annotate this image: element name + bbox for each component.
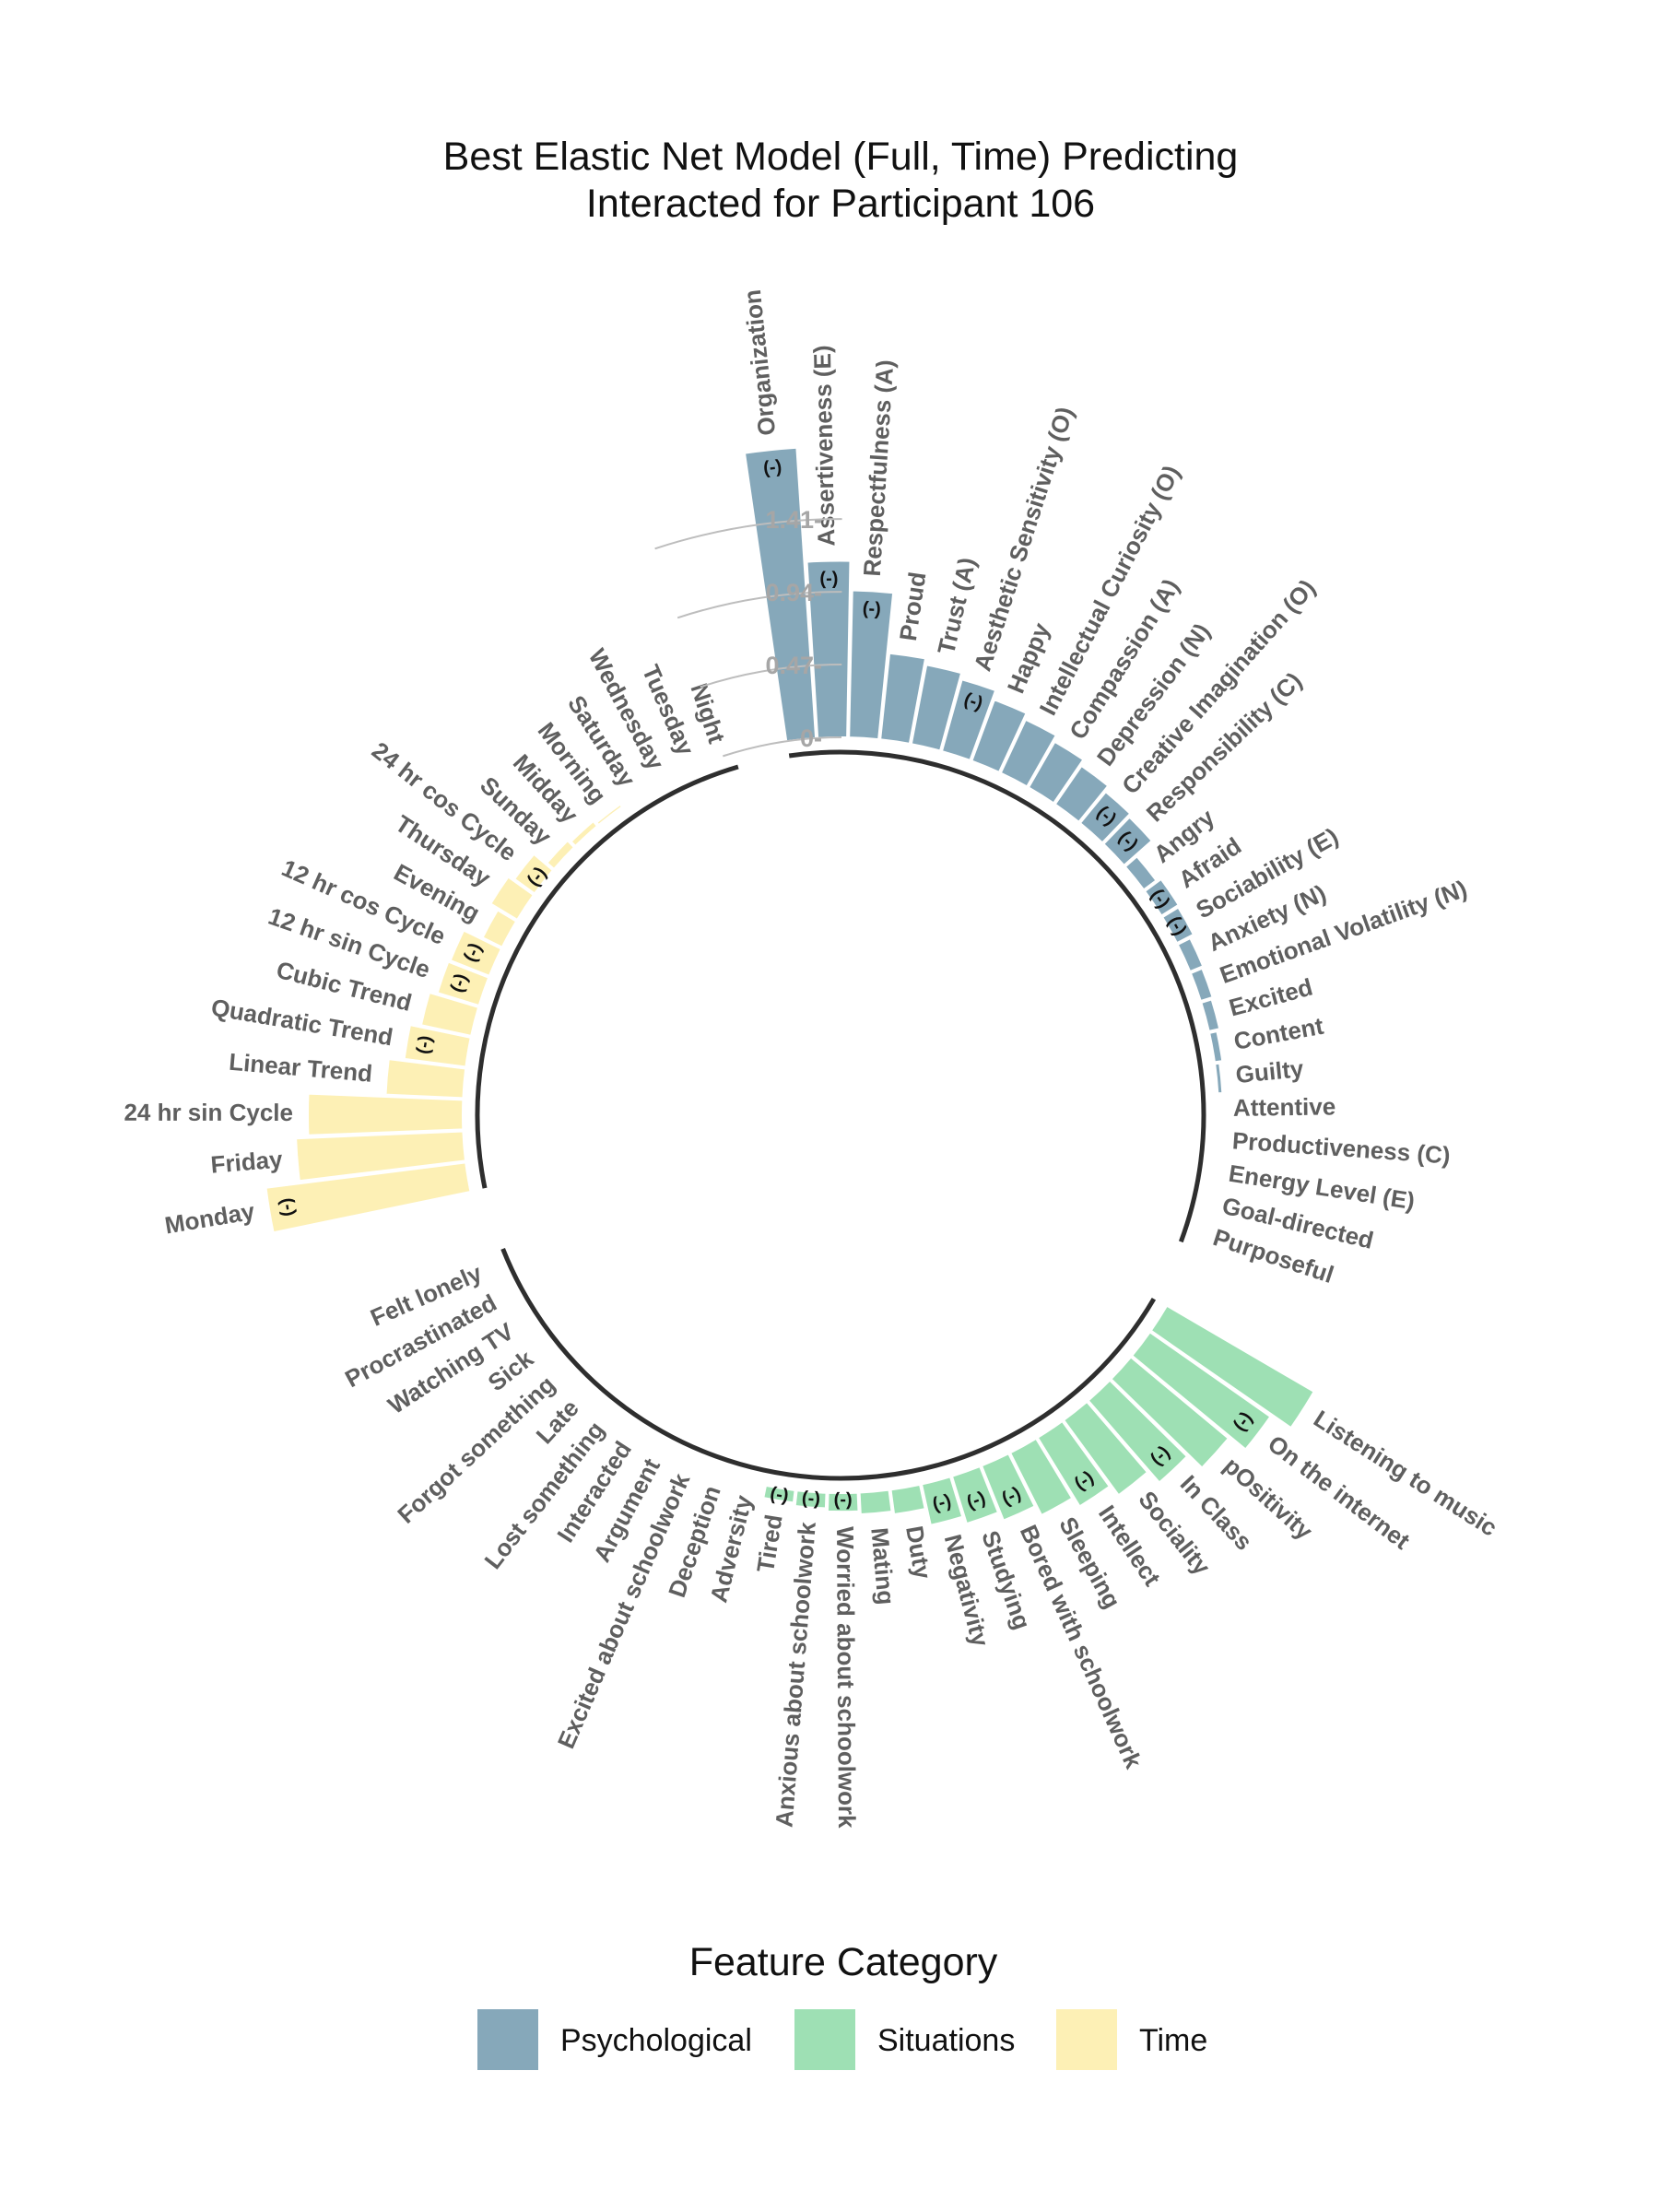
bar-psychological-10	[1078, 790, 1132, 844]
bar-situations-0	[1149, 1304, 1316, 1430]
gridline-arc-0	[723, 736, 842, 758]
legend-label-time: Time	[1139, 2023, 1207, 2058]
negative-marker: (-)	[769, 1484, 790, 1507]
bar-time-10	[512, 853, 555, 895]
gridline-arc-3	[654, 518, 842, 550]
title-line-2: Interacted for Participant 106	[586, 182, 1095, 226]
bar-psychological-6	[971, 699, 1028, 774]
bar-psychological-12	[1124, 854, 1158, 891]
legend-swatch-psychological	[477, 2009, 538, 2070]
radial-axis: 0- 0.47- 0.94- 1.41-	[654, 506, 842, 758]
bar-situations-7	[980, 1452, 1037, 1522]
chart-title: Best Elastic Net Model (Full, Time) Pred…	[443, 135, 1239, 226]
bar-situations-1	[1130, 1331, 1272, 1451]
bar-psychological-18	[1207, 1030, 1224, 1064]
bar-time-4	[403, 1023, 472, 1068]
bar-time-8	[481, 909, 518, 949]
radial-tick-1: 0.47-	[765, 652, 822, 679]
feature-label-mating: Mating	[865, 1526, 900, 1606]
feature-label-respectfulness-a: Respectfulness (A)	[858, 359, 899, 577]
feature-label-tired: Tired	[751, 1512, 788, 1574]
legend-label-psychological: Psychological	[560, 2023, 752, 2058]
bar-psychological-11	[1102, 816, 1154, 867]
bar-situations-8	[950, 1465, 1000, 1525]
feature-label-duty: Duty	[900, 1524, 937, 1582]
negative-marker: (-)	[862, 598, 881, 619]
feature-label-proud: Proud	[894, 571, 932, 643]
radial-tick-0: 0-	[800, 724, 822, 752]
bar-situations-10	[889, 1483, 926, 1516]
bar-psychological-14	[1160, 906, 1195, 945]
group-baseline-time	[475, 764, 739, 1189]
legend-swatch-situations	[794, 2009, 855, 2070]
gridline-arc-1	[700, 664, 842, 688]
bar-time-13	[595, 803, 624, 827]
bar-psychological-17	[1200, 998, 1221, 1033]
bar-psychological-8	[1027, 740, 1085, 805]
feature-label-worried-about-schoolwork: Worried about schoolwork	[831, 1526, 861, 1829]
bar-psychological-16	[1189, 967, 1214, 1003]
legend-title: Feature Category	[689, 1940, 998, 1984]
feature-label-trust-a: Trust (A)	[932, 555, 981, 657]
legend-label-situations: Situations	[877, 2023, 1015, 2058]
bar-situations-6	[1008, 1437, 1074, 1517]
bar-psychological-5	[940, 678, 997, 762]
bar-time-0	[265, 1161, 472, 1234]
bar-situations-11	[858, 1488, 893, 1516]
feature-label-monday: Monday	[163, 1197, 257, 1240]
legend: Feature Category Psychological Situation…	[477, 1940, 1207, 2070]
negative-marker: (-)	[834, 1489, 853, 1510]
legend-swatch-time	[1056, 2009, 1117, 2070]
bar-psychological-15	[1176, 936, 1205, 973]
bar-situations-3	[1087, 1379, 1189, 1484]
gridline-arc-2	[677, 591, 842, 619]
bar-situations-5	[1036, 1419, 1112, 1508]
feature-label-linear-trend: Linear Trend	[228, 1048, 373, 1088]
bar-time-3	[384, 1058, 467, 1100]
bar-psychological-19	[1214, 1062, 1224, 1095]
negative-marker: (-)	[801, 1488, 821, 1509]
feature-label-assertiveness-e: Assertiveness (E)	[808, 345, 841, 547]
bar-situations-9	[920, 1476, 964, 1526]
bar-time-6	[436, 960, 490, 1007]
negative-marker: (-)	[413, 1034, 436, 1055]
bar-time-12	[570, 819, 599, 848]
negative-marker: (-)	[819, 569, 838, 589]
feature-label-guilty: Guilty	[1234, 1054, 1305, 1088]
bar-time-5	[419, 991, 480, 1038]
feature-label-attentive: Attentive	[1233, 1092, 1336, 1122]
group-baseline-situations	[500, 1247, 1157, 1481]
bar-time-7	[449, 929, 503, 978]
bar-time-9	[489, 876, 535, 922]
radial-tick-3: 1.41-	[765, 506, 822, 534]
title-line-1: Best Elastic Net Model (Full, Time) Pred…	[443, 135, 1239, 179]
feature-label-productiveness-c: Productiveness (C)	[1231, 1126, 1451, 1169]
bar-situations-2	[1110, 1356, 1230, 1469]
negative-marker: (-)	[762, 456, 782, 478]
bar-psychological-4	[910, 664, 963, 752]
bar-situations-14	[762, 1484, 796, 1504]
bar-psychological-9	[1053, 764, 1110, 824]
feature-label-24-hr-sin-cycle: 24 hr sin Cycle	[124, 1099, 293, 1126]
group-baseline-psychological	[788, 749, 1206, 1243]
bar-time-2	[307, 1092, 465, 1136]
feature-label-friday: Friday	[209, 1145, 284, 1178]
bar-situations-4	[1062, 1400, 1149, 1497]
bar-situations-12	[826, 1491, 860, 1513]
bar-psychological-2	[848, 589, 895, 741]
radial-tick-2: 0.94-	[765, 579, 822, 606]
bar-psychological-7	[999, 718, 1058, 788]
negative-marker: (-)	[276, 1196, 300, 1218]
bar-situations-13	[794, 1489, 828, 1510]
bar-time-11	[546, 839, 576, 871]
bar-psychological-13	[1143, 877, 1181, 917]
bar-psychological-3	[879, 652, 927, 746]
bar-time-1	[295, 1130, 467, 1182]
feature-label-organization: Organization	[738, 288, 781, 437]
